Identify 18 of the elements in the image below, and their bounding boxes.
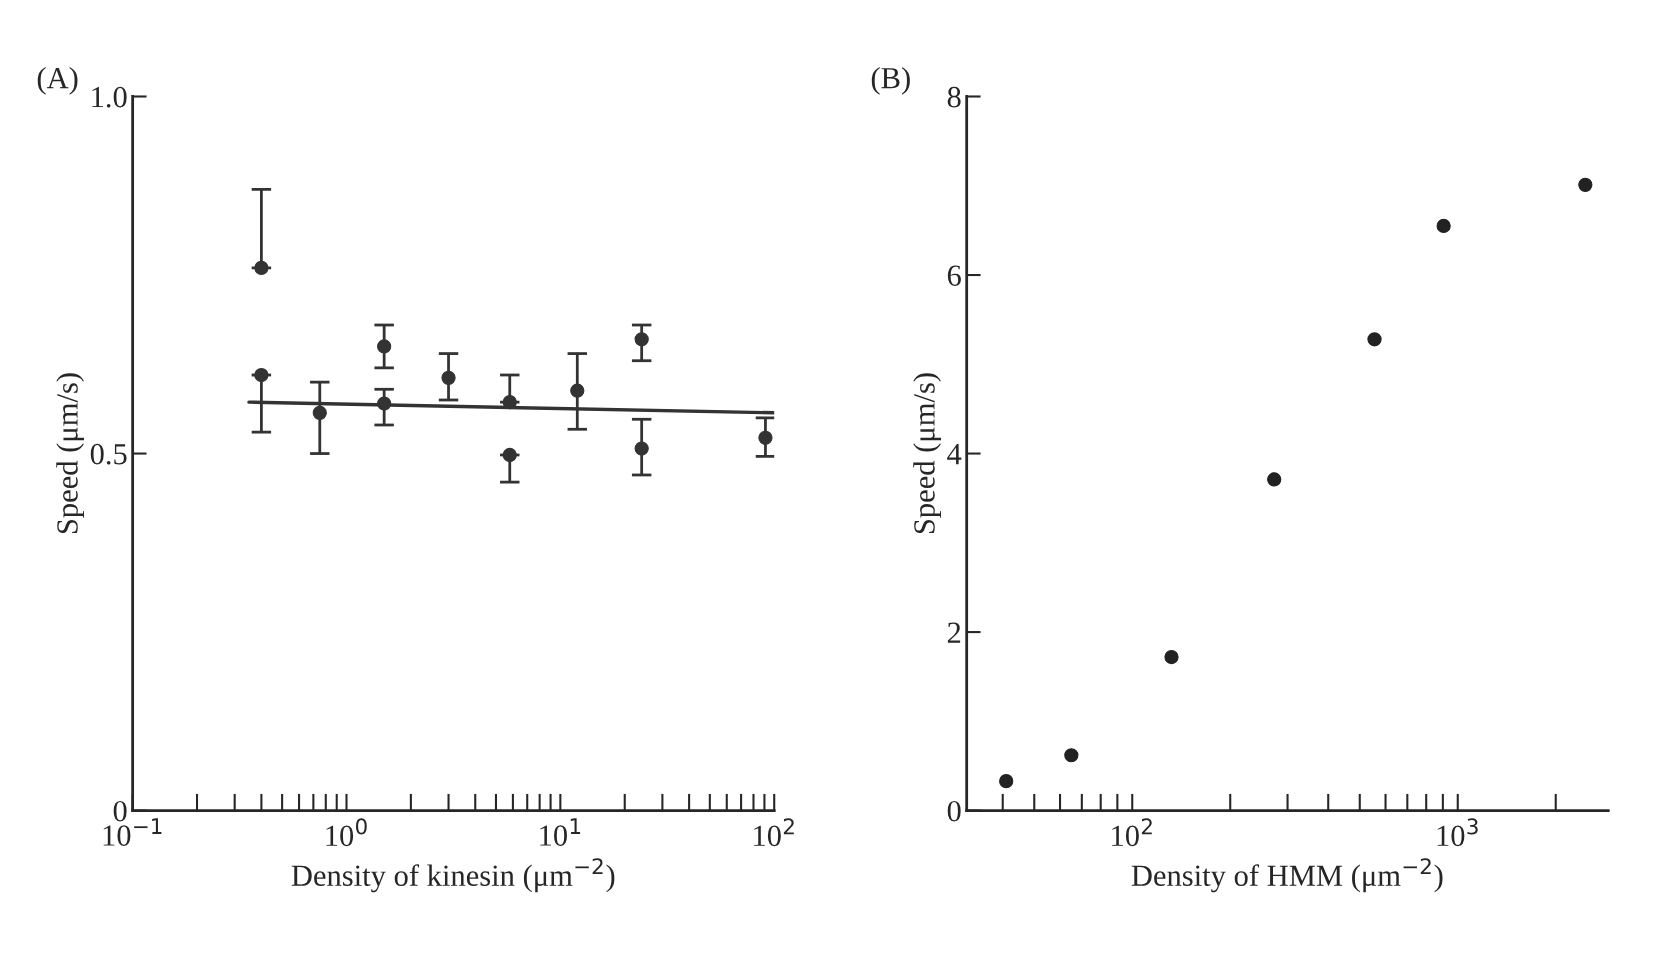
y-tick-label: 4 — [947, 444, 962, 465]
y-axis-title: Speed (μm/s) — [913, 373, 941, 534]
x-tick-label: 10$^{0}$ — [326, 818, 367, 847]
y-tick-label: 1.0 — [92, 86, 127, 108]
y-axis-title: Speed (μm/s) — [56, 373, 85, 534]
x-axis-title: Density of HMM (μm$^{−2}$) — [1131, 858, 1443, 893]
x-tick-label: 10$^{3}$ — [1437, 818, 1478, 847]
chart-title: (A) — [37, 66, 78, 95]
chart-title: (B) — [871, 66, 910, 95]
x-axis-title: Density of kinesin (μm$^{−2}$) — [291, 858, 615, 893]
x-tick-label: 10$^{1}$ — [540, 818, 581, 846]
y-tick-label: 0.5 — [90, 443, 127, 465]
y-tick-label: 8 — [947, 86, 961, 108]
x-tick-label: 10$^{2}$ — [754, 818, 794, 847]
x-tick-label: 10$^{2}$ — [1112, 818, 1152, 847]
y-tick-label: 0 — [947, 800, 961, 822]
y-tick-label: 2 — [947, 622, 961, 643]
y-tick-label: 6 — [947, 265, 961, 286]
